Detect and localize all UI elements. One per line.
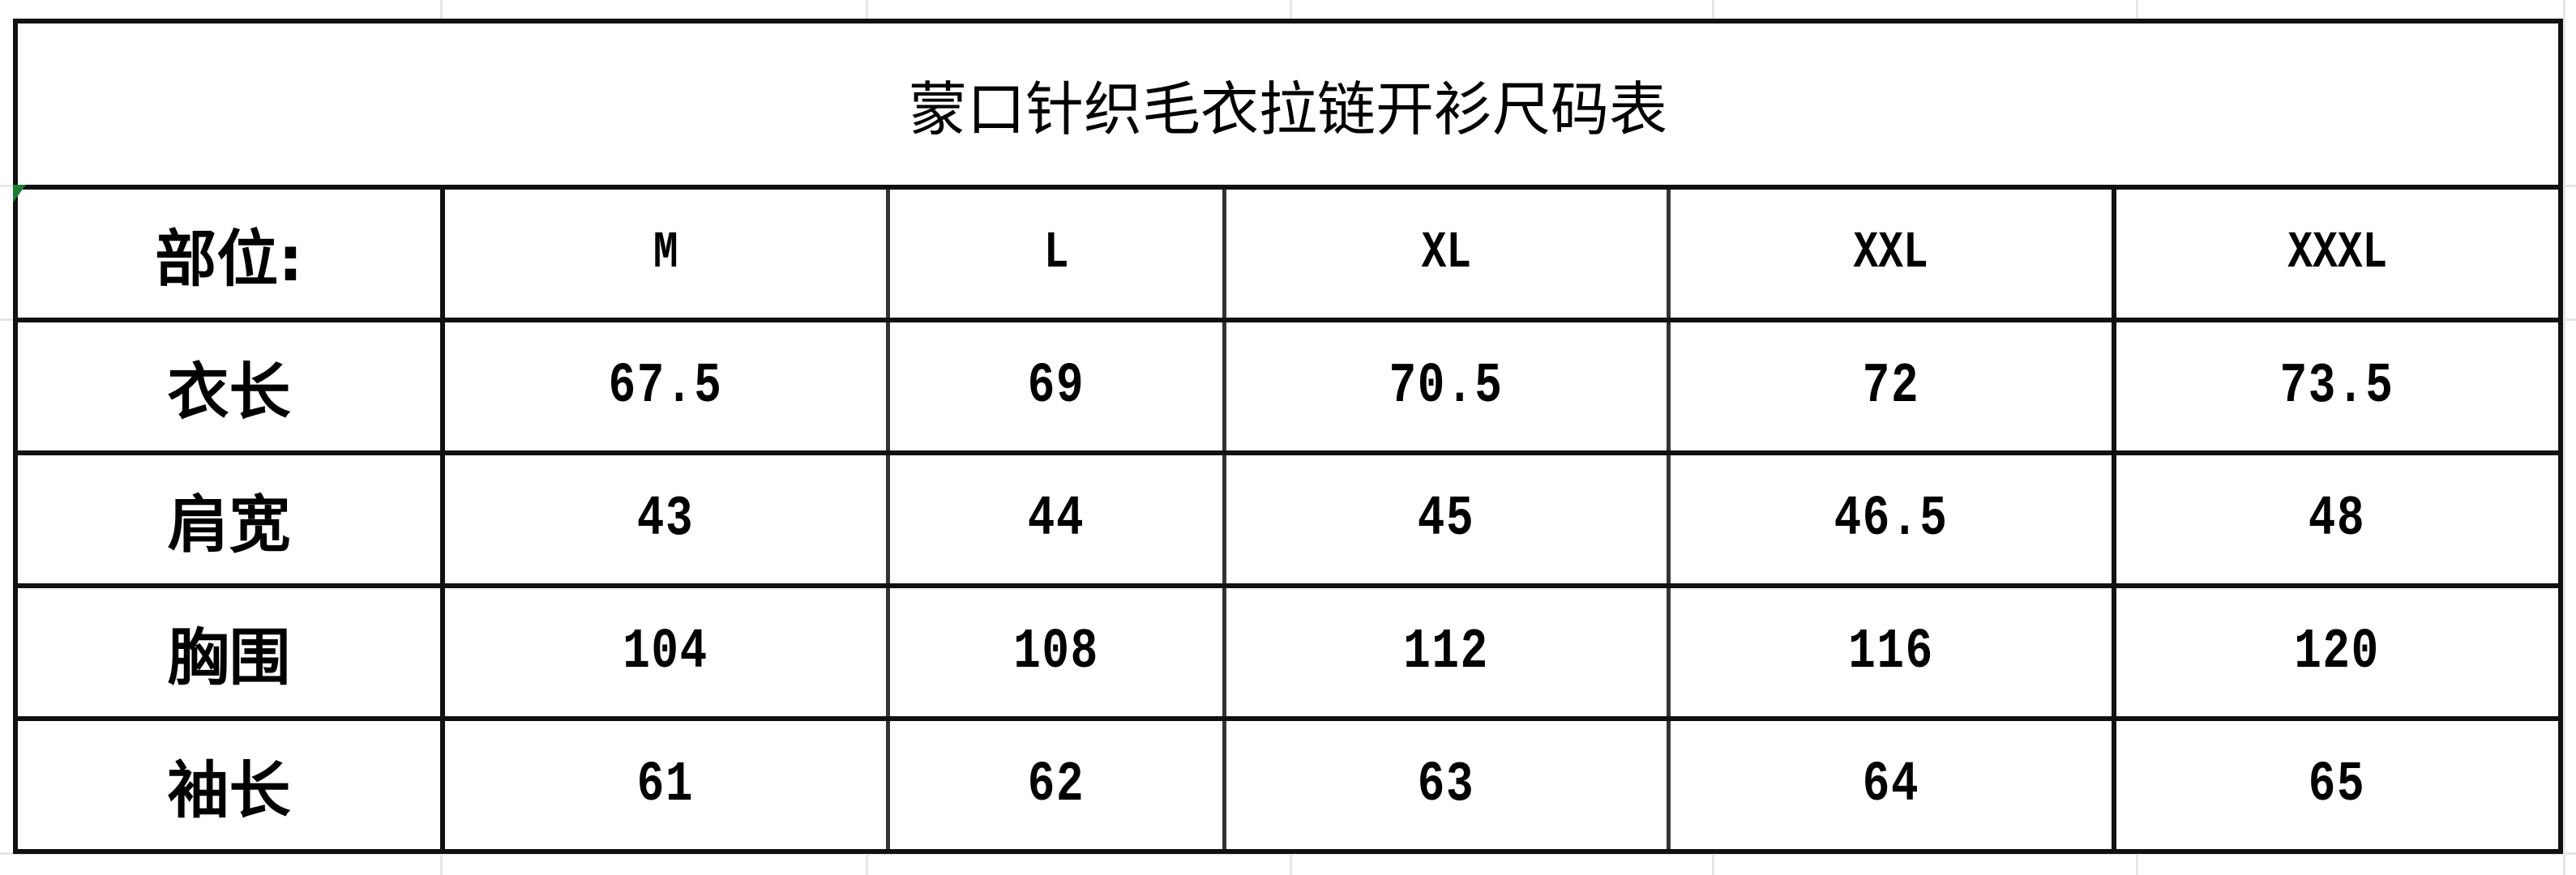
table-row: 衣长 67.5 69 70.5 72 73.5 (13, 318, 2564, 455)
value-cell[interactable]: 46.5 (1666, 450, 2116, 588)
value-cell[interactable]: 120 (2111, 583, 2564, 721)
table-row: 胸围 104 108 112 116 120 (13, 583, 2564, 721)
header-row: 部位: M L XL XXL XXXL (13, 185, 2564, 322)
value-cell[interactable]: 104 (440, 583, 891, 721)
row-label-cell[interactable]: 肩宽 (13, 450, 445, 588)
row-label-cell[interactable]: 衣长 (13, 318, 445, 455)
value-cell[interactable]: 108 (886, 583, 1226, 721)
value-cell[interactable]: 48 (2111, 450, 2564, 588)
value-cell[interactable]: 73.5 (2111, 318, 2564, 455)
size-header-cell[interactable]: XXL (1666, 185, 2116, 322)
value-cell[interactable]: 64 (1666, 716, 2116, 854)
table-title[interactable]: 蒙口针织毛衣拉链开衫尺码表 (13, 19, 2563, 190)
row-label-cell[interactable]: 胸围 (13, 583, 445, 721)
table-row: 袖长 61 62 63 64 65 (13, 716, 2564, 854)
table-row: 肩宽 43 44 45 46.5 48 (13, 450, 2564, 588)
header-label-cell[interactable]: 部位: (13, 185, 445, 322)
title-row: 蒙口针织毛衣拉链开衫尺码表 (13, 19, 2563, 190)
value-cell[interactable]: 112 (1222, 583, 1671, 721)
value-cell[interactable]: 63 (1222, 716, 1671, 854)
size-header-cell[interactable]: XL (1222, 185, 1671, 322)
value-cell[interactable]: 62 (886, 716, 1226, 854)
value-cell[interactable]: 43 (440, 450, 891, 588)
size-chart-table: 蒙口针织毛衣拉链开衫尺码表 部位: M L XL XXL XXXL 衣长 67.… (13, 19, 2564, 854)
value-cell[interactable]: 72 (1666, 318, 2116, 455)
value-cell[interactable]: 69 (886, 318, 1226, 455)
size-header-cell[interactable]: XXXL (2111, 185, 2564, 322)
value-cell[interactable]: 65 (2111, 716, 2564, 854)
value-cell[interactable]: 61 (440, 716, 891, 854)
value-cell[interactable]: 67.5 (440, 318, 891, 455)
value-cell[interactable]: 116 (1666, 583, 2116, 721)
size-header-cell[interactable]: M (440, 185, 891, 322)
size-header-cell[interactable]: L (886, 185, 1226, 322)
cell-comment-marker-icon (13, 185, 26, 203)
row-label-cell[interactable]: 袖长 (13, 716, 445, 854)
value-cell[interactable]: 70.5 (1222, 318, 1671, 455)
value-cell[interactable]: 45 (1222, 450, 1671, 588)
value-cell[interactable]: 44 (886, 450, 1226, 588)
